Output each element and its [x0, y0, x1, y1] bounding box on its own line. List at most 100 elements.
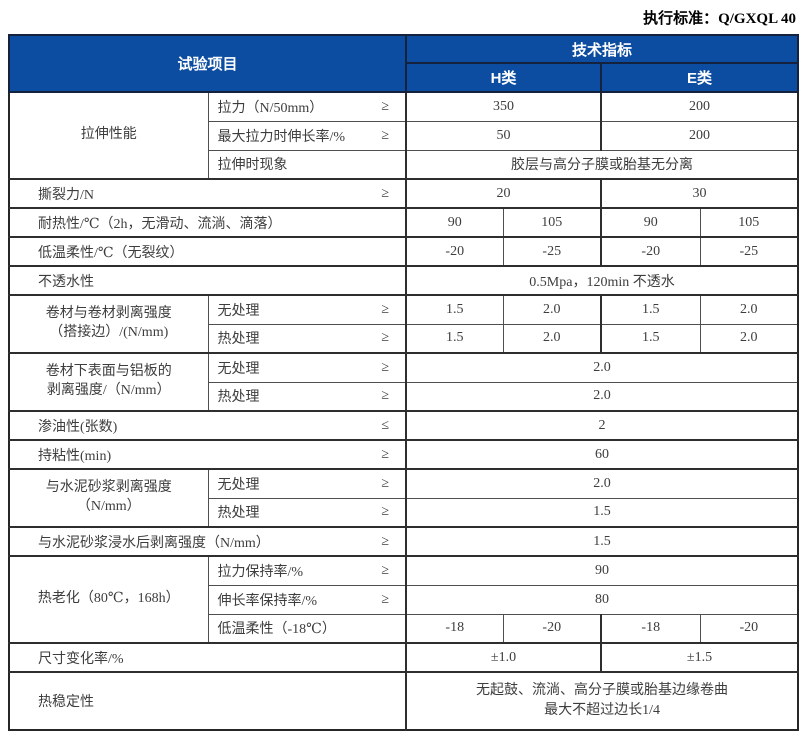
- row-heat-aging-low-temp: 低温柔性（-18℃） -18 -20 -18 -20: [9, 613, 799, 644]
- row-roll-peel-untreated: 卷材与卷材剥离强度 （搭接边）/(N/mm) 无处理 ≥ 1.5 2.0 1.5…: [8, 294, 799, 354]
- tack-retention-label: 持粘性(min): [38, 448, 112, 464]
- row-tensile-elongation: 最大拉力时伸长率/% ≥ 50 200: [9, 120, 799, 151]
- cell-oil-penetration-label: 渗油性(张数) ≤: [8, 410, 407, 441]
- heat-aging-elongation-wrap: 伸长率保持率/% ≥: [209, 590, 405, 610]
- heated-label: 热处理: [217, 390, 260, 406]
- row-mortar-peel-immersed: 与水泥砂浆浸水后剥离强度（N/mm） ≥ 1.5: [8, 526, 799, 557]
- mortar-immersed-label: 与水泥砂浆浸水后剥离强度（N/mm）: [38, 535, 270, 551]
- gte-operator: ≥: [381, 446, 390, 462]
- row-mortar-peel-untreated: 与水泥砂浆剥离强度 （N/mm） 无处理 ≥ 2.0: [8, 468, 799, 528]
- row-thermal-stability: 热稳定性 无起鼓、流淌、高分子膜或胎基边缘卷曲 最大不超过边长1/4: [8, 671, 799, 731]
- tensile-elongation-label-wrap: 最大拉力时伸长率/% ≥: [209, 126, 405, 146]
- heated-label: 热处理: [217, 506, 260, 522]
- heated-label: 热处理: [217, 332, 260, 348]
- cell-heat-aging-low-temp-h2: -20: [502, 613, 602, 644]
- cell-tensile-phenomenon-value: 胶层与高分子膜或胎基无分离: [405, 149, 799, 180]
- header-class-h: H类: [405, 62, 603, 93]
- cell-low-temp-e1: -20: [600, 236, 701, 267]
- header-class-e: E类: [600, 62, 800, 93]
- cell-heat-resistance-e1: 90: [600, 207, 701, 238]
- heat-aging-low-temp-label: 低温柔性（-18℃）: [217, 622, 336, 638]
- gte-operator: ≥: [381, 185, 390, 201]
- untreated-label: 无处理: [217, 361, 260, 377]
- tear-label-wrap: 撕裂力/N ≥: [10, 184, 405, 204]
- cell-low-temp-label: 低温柔性/℃（无裂纹）: [8, 236, 407, 267]
- gte-operator: ≥: [381, 504, 390, 520]
- header-test-item: 试验项目: [7, 34, 408, 93]
- cell-dimension-change-e: ±1.5: [600, 642, 799, 673]
- table-header: 试验项目 技术指标 H类 E类: [7, 34, 800, 93]
- row-roll-peel-heated: 热处理 ≥ 1.5 2.0 1.5 2.0: [9, 323, 799, 354]
- cell-mortar-peel-group: 与水泥砂浆剥离强度 （N/mm）: [8, 468, 209, 528]
- gte-operator: ≥: [381, 388, 390, 404]
- thermal-stability-line2: 最大不超过边长1/4: [544, 703, 660, 718]
- cell-roll-peel-heated-h1: 1.5: [405, 323, 504, 354]
- heat-aging-low-temp-wrap: 低温柔性（-18℃）: [209, 618, 405, 638]
- gte-operator: ≥: [381, 475, 390, 491]
- untreated-label: 无处理: [217, 303, 260, 319]
- cell-tensile-elongation-e: 200: [600, 120, 799, 151]
- cell-tack-retention-value: 60: [405, 439, 799, 470]
- cell-roll-peel-untreated-e1: 1.5: [600, 294, 701, 325]
- header-tech-index: 技术指标: [405, 34, 800, 64]
- row-low-temp-flexibility: 低温柔性/℃（无裂纹） -20 -25 -20 -25: [8, 236, 799, 267]
- cell-roll-peel-untreated-e2: 2.0: [699, 294, 799, 325]
- cell-tack-retention-label: 持粘性(min) ≥: [8, 439, 407, 470]
- roll-peel-heated-wrap: 热处理 ≥: [209, 328, 405, 348]
- cell-heat-resistance-label: 耐热性/℃（2h，无滑动、流淌、滴落）: [8, 207, 407, 238]
- tear-label: 撕裂力/N: [38, 187, 94, 203]
- cell-tensile-phenomenon-label: 拉伸时现象: [207, 149, 407, 180]
- cell-roll-peel-heated-e2: 2.0: [699, 323, 799, 354]
- mortar-peel-group-line1: 与水泥砂浆剥离强度: [45, 480, 172, 496]
- row-heat-aging-tension: 热老化（80℃，168h） 拉力保持率/% ≥ 90: [8, 555, 799, 644]
- cell-tensile-elongation-label: 最大拉力时伸长率/% ≥: [207, 120, 407, 151]
- gte-operator: ≥: [381, 591, 390, 607]
- row-heat-aging-elongation: 伸长率保持率/% ≥ 80: [9, 584, 799, 615]
- tensile-elongation-label: 最大拉力时伸长率/%: [217, 129, 346, 145]
- cell-heat-resistance-e2: 105: [699, 207, 799, 238]
- gte-operator: ≥: [381, 562, 390, 578]
- cell-heat-resistance-h1: 90: [405, 207, 504, 238]
- cell-impermeability-label: 不透水性: [8, 265, 407, 296]
- cell-mortar-peel-heated-value: 1.5: [405, 497, 799, 528]
- cell-tensile-group: 拉伸性能: [8, 91, 209, 180]
- table-body: 拉伸性能 拉力（N/50mm） ≥ 350 200 最大拉力时伸长率/% ≥ 5…: [8, 91, 799, 731]
- cell-low-temp-h2: -25: [502, 236, 602, 267]
- mortar-peel-heated-wrap: 热处理 ≥: [209, 502, 405, 522]
- cell-impermeability-value: 0.5Mpa，120min 不透水: [405, 265, 799, 296]
- untreated-label: 无处理: [217, 477, 260, 493]
- cell-aluminum-peel-heated-label: 热处理 ≥: [207, 381, 407, 412]
- thermal-stability-value-wrap: 无起鼓、流淌、高分子膜或胎基边缘卷曲 最大不超过边长1/4: [408, 681, 797, 720]
- cell-aluminum-peel-untreated-label: 无处理 ≥: [207, 352, 407, 383]
- aluminum-peel-group-line1: 卷材下表面与铝板的: [45, 364, 172, 380]
- mortar-peel-untreated-wrap: 无处理 ≥: [209, 474, 405, 494]
- roll-peel-untreated-wrap: 无处理 ≥: [209, 300, 405, 320]
- execution-standard-label: 执行标准：Q/GXQL 40: [643, 11, 796, 27]
- cell-heat-aging-tension-label: 拉力保持率/% ≥: [207, 555, 407, 586]
- row-impermeability: 不透水性 0.5Mpa，120min 不透水: [8, 265, 799, 296]
- cell-aluminum-peel-untreated-value: 2.0: [405, 352, 799, 383]
- aluminum-peel-group-line2: 剥离强度/（N/mm）: [46, 383, 171, 398]
- aluminum-peel-untreated-wrap: 无处理 ≥: [209, 358, 405, 378]
- header-row-1: 试验项目 技术指标: [7, 34, 800, 93]
- cell-tensile-force-e: 200: [600, 91, 799, 122]
- header-row-2: H类 E类: [9, 62, 800, 93]
- cell-tensile-force-h: 350: [405, 91, 602, 122]
- gte-operator: ≥: [381, 330, 390, 346]
- gte-operator: ≥: [381, 127, 390, 143]
- cell-heat-aging-group: 热老化（80℃，168h）: [8, 555, 209, 644]
- row-heat-resistance: 耐热性/℃（2h，无滑动、流淌、滴落） 90 105 90 105: [8, 207, 799, 238]
- cell-roll-peel-heated-h2: 2.0: [502, 323, 602, 354]
- row-dimension-change: 尺寸变化率/% ±1.0 ±1.5: [8, 642, 799, 673]
- roll-peel-group-line2: （搭接边）/(N/mm): [49, 325, 169, 340]
- cell-dimension-change-h: ±1.0: [405, 642, 602, 673]
- cell-heat-aging-low-temp-e2: -20: [699, 613, 799, 644]
- thermal-stability-line1: 无起鼓、流淌、高分子膜或胎基边缘卷曲: [476, 683, 729, 699]
- cell-roll-peel-heated-e1: 1.5: [600, 323, 701, 354]
- cell-mortar-peel-untreated-label: 无处理 ≥: [207, 468, 407, 499]
- cell-thermal-stability-value: 无起鼓、流淌、高分子膜或胎基边缘卷曲 最大不超过边长1/4: [405, 671, 799, 731]
- cell-mortar-immersed-value: 1.5: [405, 526, 799, 557]
- cell-tensile-force-label: 拉力（N/50mm） ≥: [207, 91, 407, 122]
- cell-heat-aging-elongation-value: 80: [405, 584, 799, 615]
- cell-heat-aging-tension-value: 90: [405, 555, 799, 586]
